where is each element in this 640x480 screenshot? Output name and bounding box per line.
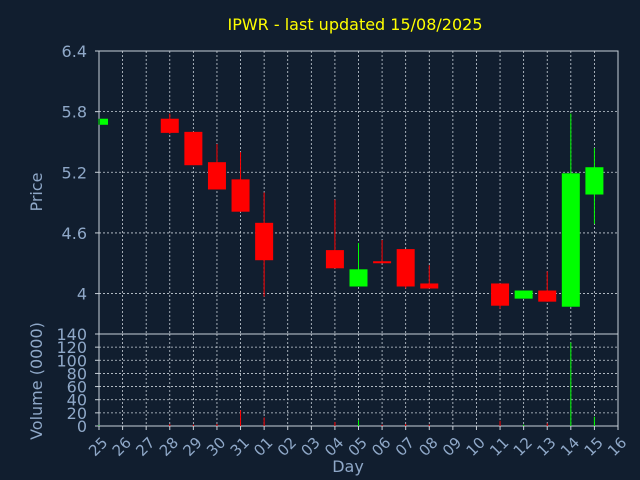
x-tick-label: 16 <box>604 434 630 460</box>
x-tick-label: 12 <box>510 434 536 460</box>
x-tick-label: 26 <box>109 434 135 460</box>
candle-body <box>561 173 580 307</box>
x-tick-label: 06 <box>368 434 394 460</box>
price-tick-label: 5.8 <box>62 103 87 122</box>
volume-tick-label: 140 <box>56 325 87 344</box>
price-tick-label: 6.4 <box>62 42 87 61</box>
x-tick-label: 15 <box>581 434 607 460</box>
x-tick-label: 31 <box>227 434 253 460</box>
x-tick-label: 29 <box>180 434 206 460</box>
price-panel: 6.4 5.8 5.2 4.6 4 <box>62 42 619 335</box>
candle-body <box>420 283 439 289</box>
price-tick-label: 4.6 <box>62 224 87 243</box>
volume-tick-label: 40 <box>67 391 87 410</box>
x-tick-label: 07 <box>392 434 418 460</box>
volume-tick-label: 20 <box>67 404 87 423</box>
x-tick-label: 25 <box>85 434 111 460</box>
volume-tick-label: 60 <box>67 378 87 397</box>
x-tick-label: 10 <box>463 434 489 460</box>
volume-tick-label: 0 <box>77 417 87 436</box>
candle-body <box>231 179 250 212</box>
x-tick-label: 27 <box>132 434 158 460</box>
volume-tick-label: 100 <box>56 351 87 370</box>
volume-tick-label: 120 <box>56 338 87 357</box>
x-tick-label: 03 <box>297 434 323 460</box>
candle-body <box>491 283 510 306</box>
x-tick-label: 04 <box>321 434 347 460</box>
x-tick-label: 28 <box>156 434 182 460</box>
candle-body <box>207 162 226 190</box>
x-tick-label: 08 <box>415 434 441 460</box>
x-tick-labels: 2526272829303101020304050607080910111213… <box>85 426 630 460</box>
x-tick-label: 11 <box>486 434 512 460</box>
candle-body <box>255 222 274 261</box>
candle-body <box>514 290 533 299</box>
x-axis-label: Day <box>332 457 364 476</box>
candle-body <box>100 118 108 125</box>
x-tick-label: 09 <box>439 434 465 460</box>
x-tick-label: 14 <box>557 434 583 460</box>
price-tick-label: 4 <box>77 285 87 304</box>
price-axis-label: Price <box>27 172 46 211</box>
candle-body <box>325 250 344 269</box>
x-tick-label: 30 <box>203 434 229 460</box>
volume-tick-label: 80 <box>67 364 87 383</box>
candle-body <box>396 249 415 287</box>
x-tick-label: 02 <box>274 434 300 460</box>
x-tick-label: 13 <box>533 434 559 460</box>
x-tick-label: 01 <box>250 434 276 460</box>
candle-body <box>349 269 368 287</box>
candle-body <box>538 290 557 302</box>
x-tick-label: 05 <box>345 434 371 460</box>
candle-body <box>373 261 392 264</box>
candle-body <box>160 118 179 133</box>
price-tick-label: 5.2 <box>62 163 87 182</box>
candle-body <box>585 167 604 195</box>
volume-axis-label: Volume (0000) <box>27 322 46 440</box>
chart-title: IPWR - last updated 15/08/2025 <box>227 15 482 34</box>
candle-body <box>184 131 203 166</box>
